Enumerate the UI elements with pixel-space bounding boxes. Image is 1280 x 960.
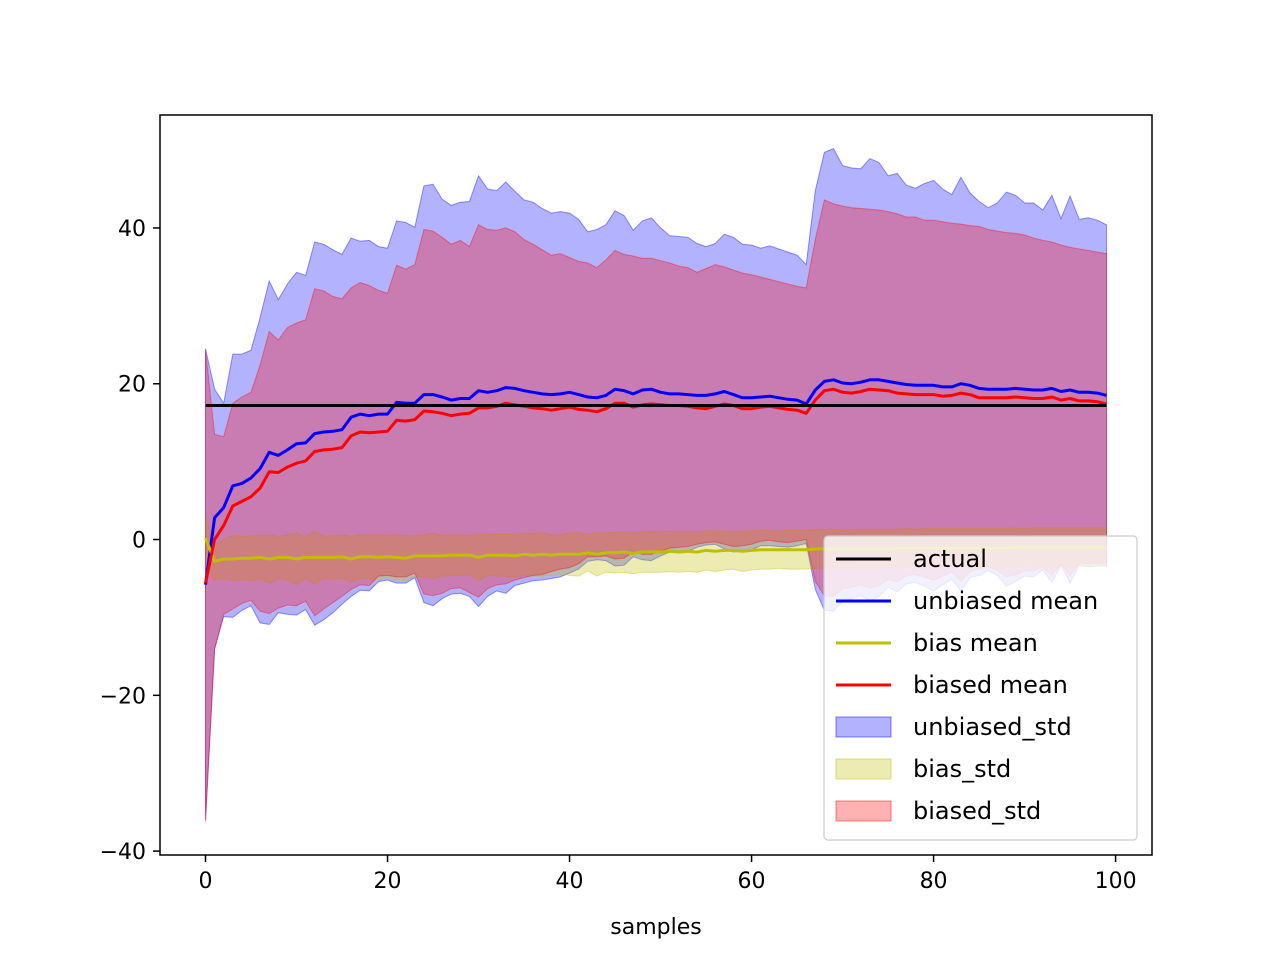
x-axis-ticks: 0 20 40 60 80 100 <box>199 855 1137 894</box>
plot-frame <box>159 114 1153 856</box>
x-tick-label: 0 <box>199 869 213 894</box>
legend-swatch-biased-std <box>835 800 892 822</box>
x-tick-label: 100 <box>1095 869 1137 894</box>
legend-label-actual: actual <box>913 545 987 573</box>
legend: actual unbiased mean bias mean biased mean u… <box>823 535 1138 841</box>
legend-label-unbiased-mean: unbiased mean <box>913 587 1098 615</box>
legend-label-biased-mean: biased mean <box>913 671 1068 699</box>
x-tick-label: 20 <box>374 869 402 894</box>
legend-label-biased-std: biased_std <box>913 797 1041 825</box>
y-tick-label: −40 <box>100 840 146 865</box>
series-line-unbiased-mean <box>204 378 1107 585</box>
legend-swatch-bias-std <box>835 758 892 780</box>
x-tick-label: 80 <box>920 869 948 894</box>
legend-swatch-unbiased-std <box>835 716 892 738</box>
mean-lines <box>204 378 1107 585</box>
x-tick-label: 60 <box>738 869 766 894</box>
y-axis-ticks: −40 −20 0 20 40 <box>100 217 160 865</box>
y-tick-label: 20 <box>118 373 146 398</box>
x-tick-label: 40 <box>556 869 584 894</box>
y-tick-label: 0 <box>132 529 146 554</box>
legend-label-bias-mean: bias mean <box>913 629 1038 657</box>
y-tick-label: 40 <box>118 217 146 242</box>
legend-label-unbiased-std: unbiased_std <box>913 713 1072 741</box>
x-axis-title: samples <box>610 915 701 940</box>
y-tick-label: −20 <box>100 684 146 709</box>
legend-box <box>823 535 1138 841</box>
legend-label-bias-std: bias_std <box>913 755 1011 783</box>
